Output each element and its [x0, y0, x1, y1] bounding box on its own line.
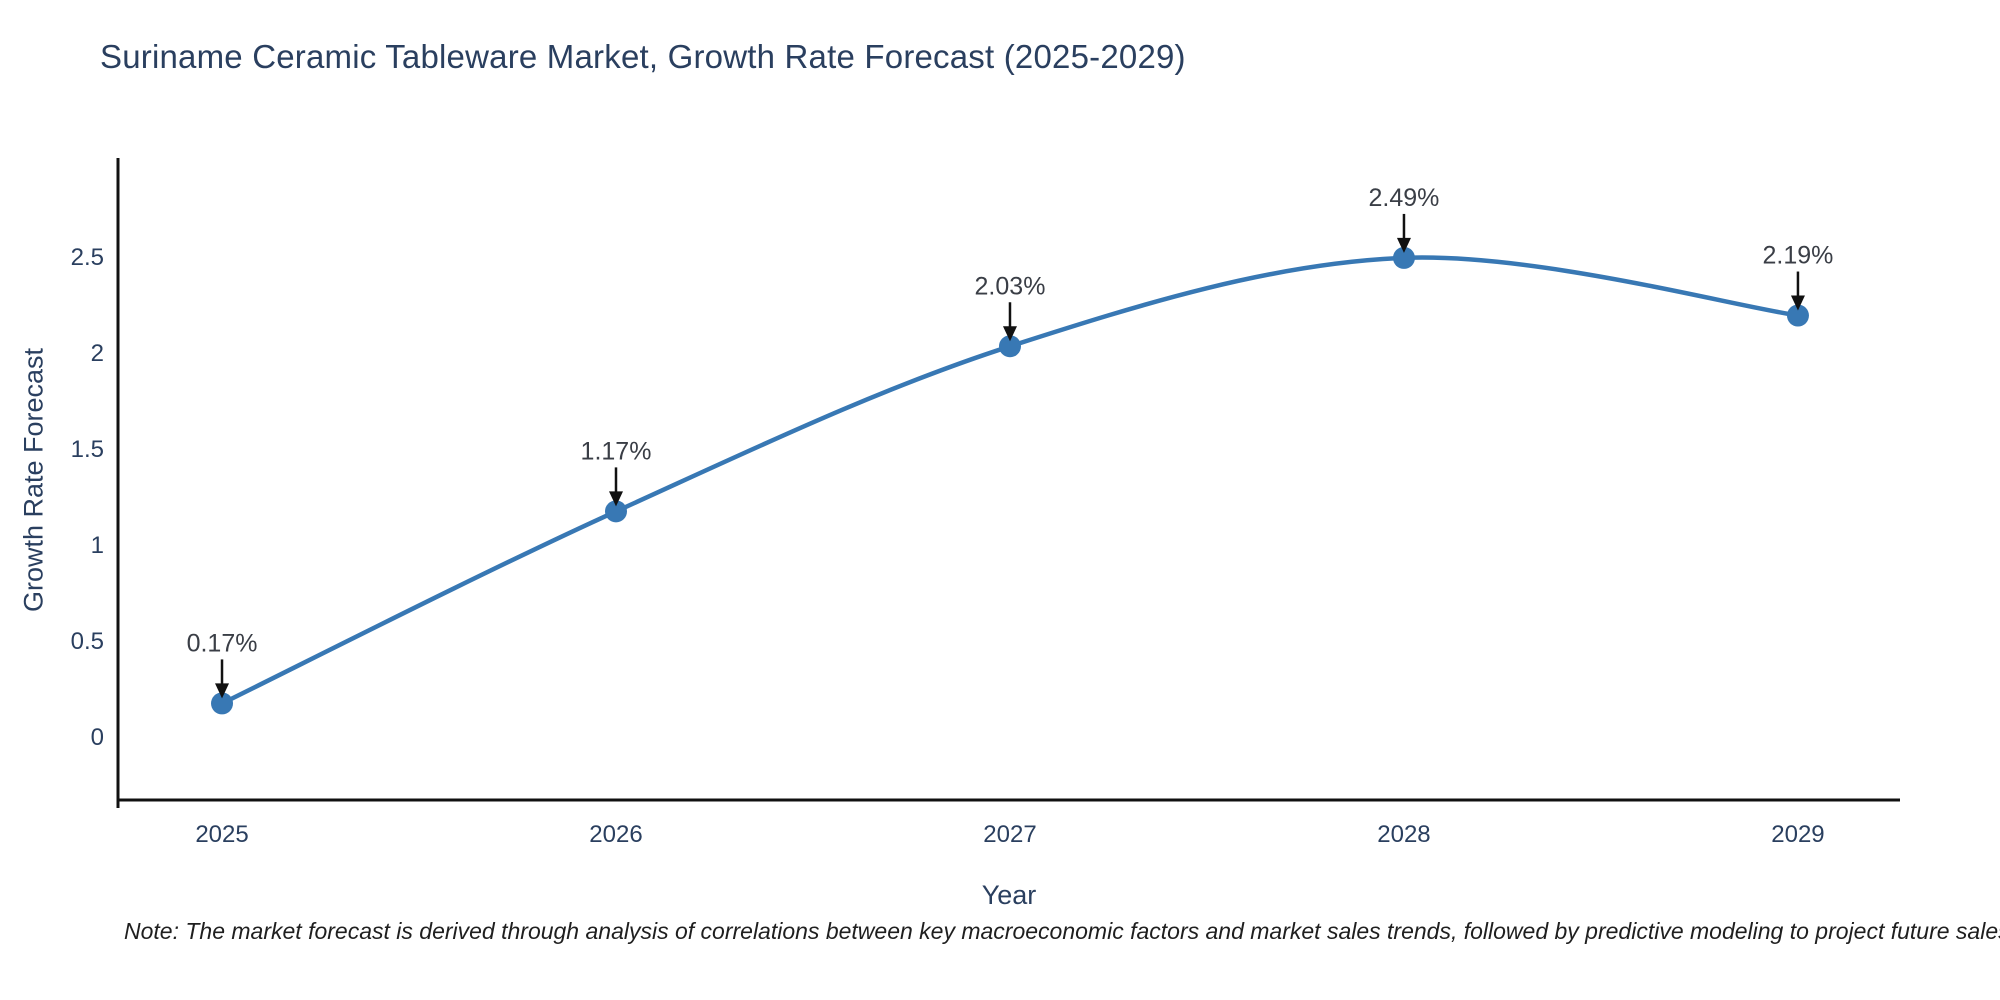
y-tick-label: 2	[91, 340, 104, 367]
y-tick-label: 2.5	[71, 244, 104, 271]
x-axis-title: Year	[981, 880, 1037, 910]
y-tick-label: 0	[91, 724, 104, 751]
data-point-label: 1.17%	[581, 437, 652, 465]
data-point-2028	[1392, 246, 1415, 269]
x-tick-label: 2026	[589, 821, 642, 848]
data-point-label: 2.49%	[1369, 184, 1440, 212]
x-tick-label: 2028	[1377, 821, 1430, 848]
data-point-2026	[604, 500, 627, 523]
annotation-arrowhead-icon	[1002, 326, 1017, 342]
chart-title: Suriname Ceramic Tableware Market, Growt…	[100, 38, 1186, 75]
data-point-label: 2.19%	[1763, 242, 1834, 270]
data-point-label: 0.17%	[187, 629, 258, 657]
data-point-2029	[1786, 304, 1809, 327]
annotation-arrowhead-icon	[1790, 295, 1805, 311]
y-tick-label: 0.5	[71, 628, 104, 655]
footnote: Note: The market forecast is derived thr…	[124, 918, 2000, 944]
y-axis-title: Growth Rate Forecast	[18, 347, 49, 613]
x-tick-label: 2027	[983, 821, 1036, 848]
data-point-label: 2.03%	[975, 272, 1046, 300]
annotation-arrowhead-icon	[608, 491, 623, 507]
y-tick-label: 1.5	[71, 436, 104, 463]
x-tick-label: 2025	[195, 821, 248, 848]
data-point-2025	[211, 692, 234, 715]
x-tick-label: 2029	[1771, 821, 1824, 848]
y-tick-label: 1	[91, 532, 104, 559]
annotation-arrowhead-icon	[215, 683, 230, 699]
data-point-2027	[998, 335, 1021, 358]
annotation-arrowhead-icon	[1396, 237, 1411, 253]
